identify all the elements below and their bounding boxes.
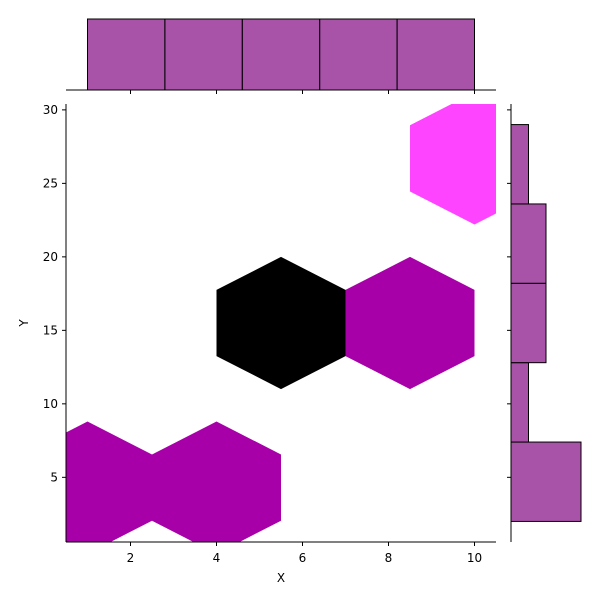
right-hist-bar [510, 203, 547, 284]
y-tick-label: 5 [50, 470, 58, 484]
hexbin-2 [152, 421, 281, 542]
top-hist-bar [87, 18, 166, 91]
right-hist-bar [510, 362, 529, 443]
top-hist-bar [396, 18, 476, 91]
right-marginal-histogram [507, 104, 582, 542]
hexbin-5 [410, 104, 496, 225]
hexbin-layer [66, 104, 496, 542]
y-tick-label: 20 [43, 250, 58, 264]
x-tick-label: 4 [213, 551, 221, 565]
hexbin-1 [66, 421, 152, 542]
top-hist-bar [319, 18, 398, 91]
top-marginal-histogram [66, 18, 496, 94]
x-tick-label: 6 [299, 551, 307, 565]
y-ticks: 5 10 15 20 25 30 [43, 103, 66, 484]
y-tick-label: 30 [43, 103, 58, 117]
x-tick-label: 2 [127, 551, 135, 565]
x-tick-label: 8 [385, 551, 393, 565]
top-hist-bar [241, 18, 321, 91]
right-hist-bar [510, 124, 529, 205]
x-tick-label: 10 [467, 551, 482, 565]
x-ticks: 2 4 6 8 10 [127, 542, 482, 565]
y-axis-label: Y [17, 319, 31, 328]
hexbin-3 [216, 256, 346, 390]
top-hist-bar [164, 18, 243, 91]
y-tick-label: 25 [43, 176, 58, 190]
hexbin-4 [345, 256, 475, 390]
right-hist-bar [510, 282, 547, 364]
main-axes [65, 104, 496, 543]
y-tick-label: 10 [43, 397, 58, 411]
x-axis-label: X [277, 571, 285, 585]
right-hist-bar [510, 441, 582, 522]
y-tick-label: 15 [43, 323, 58, 337]
